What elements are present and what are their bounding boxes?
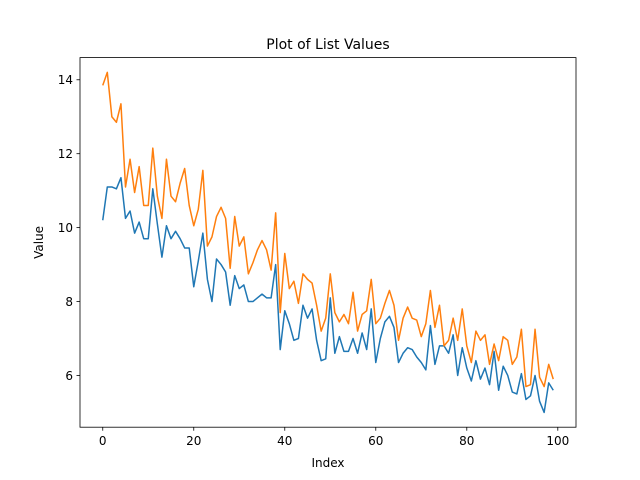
y-axis-label: Value	[32, 226, 46, 259]
y-tick-label: 12	[58, 147, 73, 161]
chart-title: Plot of List Values	[266, 37, 389, 53]
y-tick-label: 14	[58, 73, 73, 87]
y-tick-label: 6	[65, 369, 73, 383]
series-layer	[102, 71, 554, 414]
plot-frame	[79, 57, 577, 428]
x-tick-label: 100	[546, 434, 569, 448]
x-tick-label: 60	[368, 434, 383, 448]
x-tick-label: 40	[277, 434, 292, 448]
y-tick-label: 10	[58, 221, 73, 235]
x-tick-label: 80	[459, 434, 474, 448]
x-tick-label: 20	[186, 434, 201, 448]
y-tick-label: 8	[65, 295, 73, 309]
x-tick-label: 0	[99, 434, 107, 448]
plot-area	[80, 57, 576, 428]
x-axis-label: Index	[311, 456, 344, 470]
series-line-1	[102, 176, 554, 414]
series-line-2	[102, 71, 554, 388]
ticks-layer: 0 20 40 60 80 100 6 8 10 12 14	[58, 73, 570, 448]
